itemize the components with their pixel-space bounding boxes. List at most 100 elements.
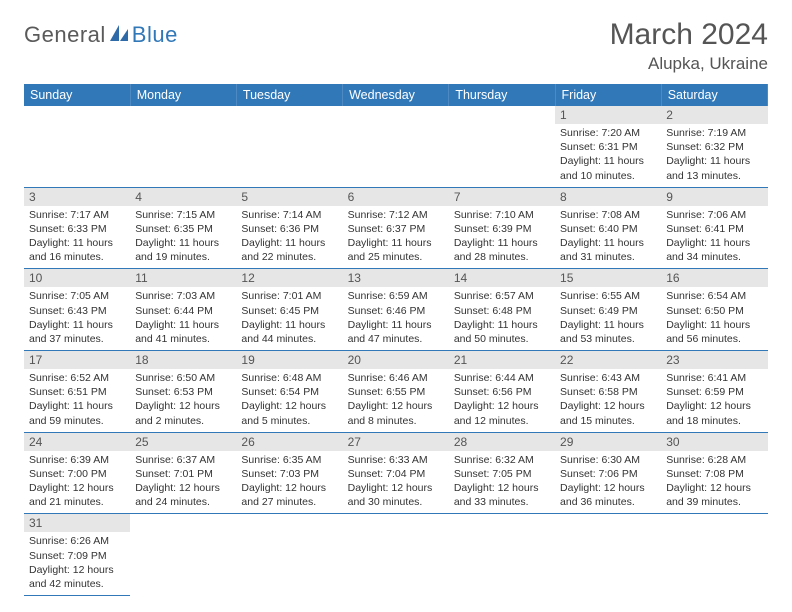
day-data: Sunrise: 6:30 AMSunset: 7:06 PMDaylight:… [555, 451, 661, 514]
day-data-line: Sunrise: 6:28 AM [666, 453, 762, 467]
day-data-line: and 2 minutes. [135, 414, 231, 428]
logo-text-general: General [24, 22, 106, 48]
day-data-line: Sunset: 6:33 PM [29, 222, 125, 236]
day-data-line: Daylight: 12 hours [29, 563, 125, 577]
day-number: 19 [236, 351, 342, 369]
day-data-line: Daylight: 11 hours [241, 318, 337, 332]
calendar-cell [236, 106, 342, 187]
day-data-line: Sunset: 7:00 PM [29, 467, 125, 481]
day-number: 28 [449, 433, 555, 451]
day-data-line: Sunrise: 6:37 AM [135, 453, 231, 467]
day-number: 18 [130, 351, 236, 369]
day-data-line: and 44 minutes. [241, 332, 337, 346]
day-number: 6 [343, 188, 449, 206]
calendar-cell: 27Sunrise: 6:33 AMSunset: 7:04 PMDayligh… [343, 432, 449, 514]
day-data: Sunrise: 7:14 AMSunset: 6:36 PMDaylight:… [236, 206, 342, 269]
day-data-line: Daylight: 11 hours [348, 318, 444, 332]
calendar-cell [661, 514, 767, 596]
day-data-line: Daylight: 12 hours [241, 399, 337, 413]
day-data: Sunrise: 7:08 AMSunset: 6:40 PMDaylight:… [555, 206, 661, 269]
day-number: 9 [661, 188, 767, 206]
day-data-line: and 5 minutes. [241, 414, 337, 428]
calendar-cell: 17Sunrise: 6:52 AMSunset: 6:51 PMDayligh… [24, 351, 130, 433]
day-data: Sunrise: 6:48 AMSunset: 6:54 PMDaylight:… [236, 369, 342, 432]
calendar-cell: 16Sunrise: 6:54 AMSunset: 6:50 PMDayligh… [661, 269, 767, 351]
day-number: 26 [236, 433, 342, 451]
day-data-line: and 12 minutes. [454, 414, 550, 428]
day-data-line: Sunset: 6:51 PM [29, 385, 125, 399]
day-data-line: Daylight: 12 hours [241, 481, 337, 495]
day-data-line: Sunset: 6:49 PM [560, 304, 656, 318]
day-data: Sunrise: 6:55 AMSunset: 6:49 PMDaylight:… [555, 287, 661, 350]
day-data-line: and 36 minutes. [560, 495, 656, 509]
day-data-line: Sunrise: 7:08 AM [560, 208, 656, 222]
calendar-cell: 14Sunrise: 6:57 AMSunset: 6:48 PMDayligh… [449, 269, 555, 351]
day-data-line: Sunset: 7:01 PM [135, 467, 231, 481]
day-data: Sunrise: 6:32 AMSunset: 7:05 PMDaylight:… [449, 451, 555, 514]
day-number: 23 [661, 351, 767, 369]
day-data-line: Sunset: 6:55 PM [348, 385, 444, 399]
logo-text-blue: Blue [132, 22, 178, 48]
day-data: Sunrise: 7:05 AMSunset: 6:43 PMDaylight:… [24, 287, 130, 350]
day-data-line: Sunrise: 6:41 AM [666, 371, 762, 385]
day-data-line: and 34 minutes. [666, 250, 762, 264]
weekday-header: Wednesday [343, 84, 449, 106]
day-data-line: and 31 minutes. [560, 250, 656, 264]
day-number: 12 [236, 269, 342, 287]
day-data-line: Daylight: 11 hours [135, 236, 231, 250]
sail-icon [108, 23, 130, 48]
day-data-line: Sunrise: 6:55 AM [560, 289, 656, 303]
location-label: Alupka, Ukraine [610, 54, 768, 74]
day-data-line: Daylight: 11 hours [348, 236, 444, 250]
day-data-line: and 18 minutes. [666, 414, 762, 428]
day-data-line: Daylight: 12 hours [454, 481, 550, 495]
calendar-cell [555, 514, 661, 596]
day-data: Sunrise: 7:06 AMSunset: 6:41 PMDaylight:… [661, 206, 767, 269]
day-data-line: Sunset: 6:56 PM [454, 385, 550, 399]
day-data-line: Sunrise: 6:30 AM [560, 453, 656, 467]
logo: General Blue [24, 22, 178, 48]
day-data: Sunrise: 7:15 AMSunset: 6:35 PMDaylight:… [130, 206, 236, 269]
day-data: Sunrise: 6:41 AMSunset: 6:59 PMDaylight:… [661, 369, 767, 432]
day-number: 8 [555, 188, 661, 206]
day-data-line: Sunset: 6:44 PM [135, 304, 231, 318]
calendar-cell: 11Sunrise: 7:03 AMSunset: 6:44 PMDayligh… [130, 269, 236, 351]
calendar-cell: 6Sunrise: 7:12 AMSunset: 6:37 PMDaylight… [343, 187, 449, 269]
day-number: 21 [449, 351, 555, 369]
calendar-row: 10Sunrise: 7:05 AMSunset: 6:43 PMDayligh… [24, 269, 768, 351]
day-data-line: Daylight: 12 hours [454, 399, 550, 413]
day-data-line: Daylight: 11 hours [454, 318, 550, 332]
day-data-line: Daylight: 11 hours [29, 236, 125, 250]
day-data-line: and 8 minutes. [348, 414, 444, 428]
calendar-cell: 13Sunrise: 6:59 AMSunset: 6:46 PMDayligh… [343, 269, 449, 351]
day-data-line: Sunset: 6:31 PM [560, 140, 656, 154]
day-data: Sunrise: 7:19 AMSunset: 6:32 PMDaylight:… [661, 124, 767, 187]
day-data-line: Sunrise: 6:52 AM [29, 371, 125, 385]
calendar-cell: 10Sunrise: 7:05 AMSunset: 6:43 PMDayligh… [24, 269, 130, 351]
day-data-line: Daylight: 12 hours [560, 399, 656, 413]
weekday-header: Friday [555, 84, 661, 106]
calendar-cell: 2Sunrise: 7:19 AMSunset: 6:32 PMDaylight… [661, 106, 767, 187]
calendar-row: 3Sunrise: 7:17 AMSunset: 6:33 PMDaylight… [24, 187, 768, 269]
day-data-line: Daylight: 11 hours [29, 399, 125, 413]
day-data-line: Sunrise: 6:50 AM [135, 371, 231, 385]
day-data-line: Sunrise: 7:15 AM [135, 208, 231, 222]
day-data-line: Daylight: 12 hours [348, 399, 444, 413]
day-data-line: Daylight: 12 hours [29, 481, 125, 495]
day-data-line: Sunrise: 7:19 AM [666, 126, 762, 140]
day-number: 1 [555, 106, 661, 124]
day-data-line: and 24 minutes. [135, 495, 231, 509]
day-data-line: Sunset: 6:35 PM [135, 222, 231, 236]
day-data-line: Sunset: 7:06 PM [560, 467, 656, 481]
calendar-cell [236, 514, 342, 596]
day-number: 15 [555, 269, 661, 287]
day-data-line: Sunrise: 6:43 AM [560, 371, 656, 385]
day-number: 2 [661, 106, 767, 124]
day-data-line: Sunset: 6:53 PM [135, 385, 231, 399]
day-data-line: Sunrise: 6:46 AM [348, 371, 444, 385]
day-data-line: Sunrise: 7:17 AM [29, 208, 125, 222]
day-data-line: Sunrise: 7:12 AM [348, 208, 444, 222]
calendar-body: 1Sunrise: 7:20 AMSunset: 6:31 PMDaylight… [24, 106, 768, 596]
day-data-line: Sunset: 7:04 PM [348, 467, 444, 481]
day-number: 31 [24, 514, 130, 532]
